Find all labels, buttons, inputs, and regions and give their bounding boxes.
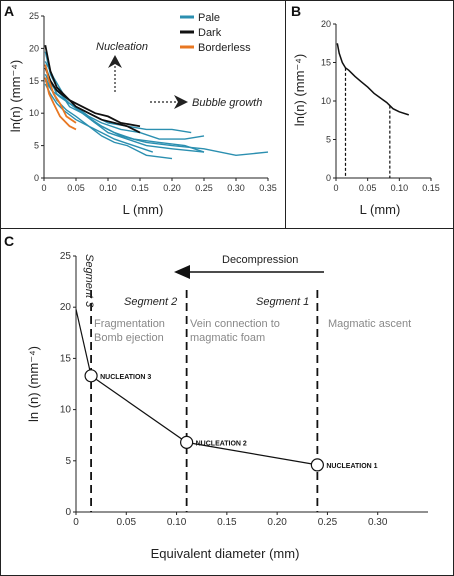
- panel-b-border: [285, 0, 454, 229]
- panel-a-x-tick-label: 0.25: [195, 183, 213, 193]
- panel-b-letter: B: [291, 3, 301, 19]
- panel-a-x-tick-label: 0.10: [99, 183, 117, 193]
- decompression-label: Decompression: [222, 254, 298, 266]
- panel-c-y-tick-label: 0: [65, 507, 71, 518]
- panel-c-x-tick-label: 0.10: [167, 517, 187, 528]
- panel-c-x-tick-label: 0.25: [318, 517, 338, 528]
- panel-b-x-tick-label: 0.15: [422, 183, 440, 193]
- panel-c-segment-boundaries: [90, 290, 319, 512]
- panel-a-border: [0, 0, 286, 229]
- panel-a-x-tick-label: 0.05: [67, 183, 85, 193]
- panel-a-y-tick-label: 15: [29, 76, 39, 86]
- bubble-growth-annotation: Bubble growth: [192, 97, 262, 109]
- panel-c-y-tick-label: 10: [60, 405, 72, 416]
- legend-label-dark: Dark: [198, 27, 222, 39]
- panel-a-y-tick-label: 10: [29, 108, 39, 118]
- panel-c-series: [75, 309, 318, 466]
- panel-b-plot: 0 0.05 0.10 0.15 0 5 10 15 20: [321, 19, 440, 193]
- nucleation-point-marker: [310, 458, 324, 472]
- segment-2-title: Segment 2: [124, 296, 177, 308]
- panel-a-x-tick-label: 0.30: [227, 183, 245, 193]
- panel-c-x-tick-label: 0.15: [217, 517, 237, 528]
- panel-a-series-pale-3: [44, 61, 205, 140]
- panel-c-x-tick-label: 0: [73, 517, 79, 528]
- panel-b-series: [336, 43, 410, 178]
- nucleation-arrow-icon: [108, 55, 122, 92]
- segment-1-description-line-2: magmatic foam: [190, 332, 265, 344]
- nucleation-point-marker: [180, 435, 194, 449]
- panel-a-x-tick-label: 0.35: [259, 183, 277, 193]
- nucleation-point-marker: [84, 369, 98, 383]
- panel-a-series-pale-4: [44, 73, 269, 157]
- nucleation-point-label: NUCLEATION 2: [196, 440, 247, 447]
- bubble-growth-arrow-icon: [150, 95, 188, 109]
- nucleation-annotation: Nucleation: [96, 41, 148, 53]
- legend-label-borderless: Borderless: [198, 42, 251, 54]
- panel-c-y-tick-label: 15: [60, 353, 72, 364]
- panel-b-y-tick-label: 0: [326, 173, 331, 183]
- panel-a-y-tick-label: 20: [29, 43, 39, 53]
- panel-a-y-tick-label: 0: [34, 173, 39, 183]
- panel-b-series-1: [336, 43, 410, 116]
- legend-label-pale: Pale: [198, 12, 220, 24]
- panel-c-x-tick-label: 0.05: [117, 517, 137, 528]
- segment-1-title: Segment 1: [256, 296, 309, 308]
- segment-1-description-line-1: Vein connection to: [190, 318, 280, 330]
- panel-c-x-tick-label: 0.20: [267, 517, 287, 528]
- panel-a-series-borderless-1: [44, 64, 77, 124]
- panel-b-axes: 0 0.05 0.10 0.15 0 5 10 15 20: [321, 19, 440, 193]
- decompression-arrow-icon: [174, 265, 324, 279]
- panel-a-x-tick-label: 0.15: [131, 183, 149, 193]
- panel-a-series-borderless-2: [44, 77, 77, 131]
- panel-b-x-tick-label: 0: [333, 183, 338, 193]
- panel-c-plot: 0 0.05 0.10 0.15 0.20 0.25 0.30 0 5 10 15 20 25 NUCL…: [60, 251, 428, 528]
- panel-b-x-axis-title: L (mm): [360, 202, 401, 217]
- nucleation-point-label: NUCLEATION 1: [326, 463, 377, 470]
- panel-a-letter: A: [4, 3, 14, 19]
- panel-b-y-tick-label: 20: [321, 19, 331, 29]
- panel-b-x-tick-label: 0.05: [359, 183, 377, 193]
- panel-a-x-tick-label: 0: [41, 183, 46, 193]
- panel-a-x-axis-title: L (mm): [123, 202, 164, 217]
- panel-a-y-tick-label: 25: [29, 11, 39, 21]
- segment-3-title: Segment 3: [83, 254, 95, 308]
- panel-a-series-dark-1: [44, 45, 141, 134]
- panel-c-y-tick-label: 25: [60, 251, 72, 262]
- magmatic-ascent-description: Magmatic ascent: [328, 318, 411, 330]
- panel-c-y-axis-title: ln (n) (mm⁻⁴): [26, 346, 41, 422]
- panel-c-y-tick-label: 20: [60, 302, 72, 313]
- panel-b-y-tick-label: 5: [326, 135, 331, 145]
- panel-c-x-axis-title: Equivalent diameter (mm): [151, 546, 300, 561]
- panel-a-legend: Pale Dark Borderless: [180, 12, 251, 54]
- panel-a-axes: 0 0.05 0.10 0.15 0.20 0.25 0.30 0.35 0 5 10 15 20 25: [29, 11, 277, 193]
- nucleation-point-label: NUCLEATION 3: [100, 374, 151, 381]
- panel-b-y-tick-label: 10: [321, 96, 331, 106]
- panel-b-x-tick-label: 0.10: [391, 183, 409, 193]
- panel-b-y-tick-label: 15: [321, 58, 331, 68]
- panel-a-y-tick-label: 5: [34, 141, 39, 151]
- panel-c-series-1: [75, 309, 318, 466]
- panel-c-letter: C: [4, 233, 14, 249]
- panel-c-x-tick-label: 0.30: [368, 517, 388, 528]
- panel-a-y-axis-title: ln(n) (mm⁻⁴): [8, 60, 23, 132]
- panel-a-series-pale-2: [44, 64, 205, 153]
- panel-a-series-pale-6: [44, 83, 154, 153]
- panel-b-y-axis-title: ln(n) (mm⁻⁴): [292, 54, 307, 126]
- panel-a-series: [44, 45, 269, 160]
- panel-c-axes: 0 0.05 0.10 0.15 0.20 0.25 0.30 0 5 10 15 20 25: [60, 251, 428, 528]
- panel-c-y-tick-label: 5: [65, 456, 71, 467]
- panel-c-nucleation-points: NUCLEATION 3 NUCLEATION 2 NUCLEATION 1: [84, 369, 378, 472]
- panel-a-plot: 0 0.05 0.10 0.15 0.20 0.25 0.30 0.35 0 5 10 15 20 25: [29, 11, 277, 193]
- segment-2-description-line-2: Bomb ejection: [94, 332, 164, 344]
- panel-a-x-tick-label: 0.20: [163, 183, 181, 193]
- segment-2-description-line-1: Fragmentation: [94, 318, 165, 330]
- panel-a-series-dark-2: [44, 67, 141, 128]
